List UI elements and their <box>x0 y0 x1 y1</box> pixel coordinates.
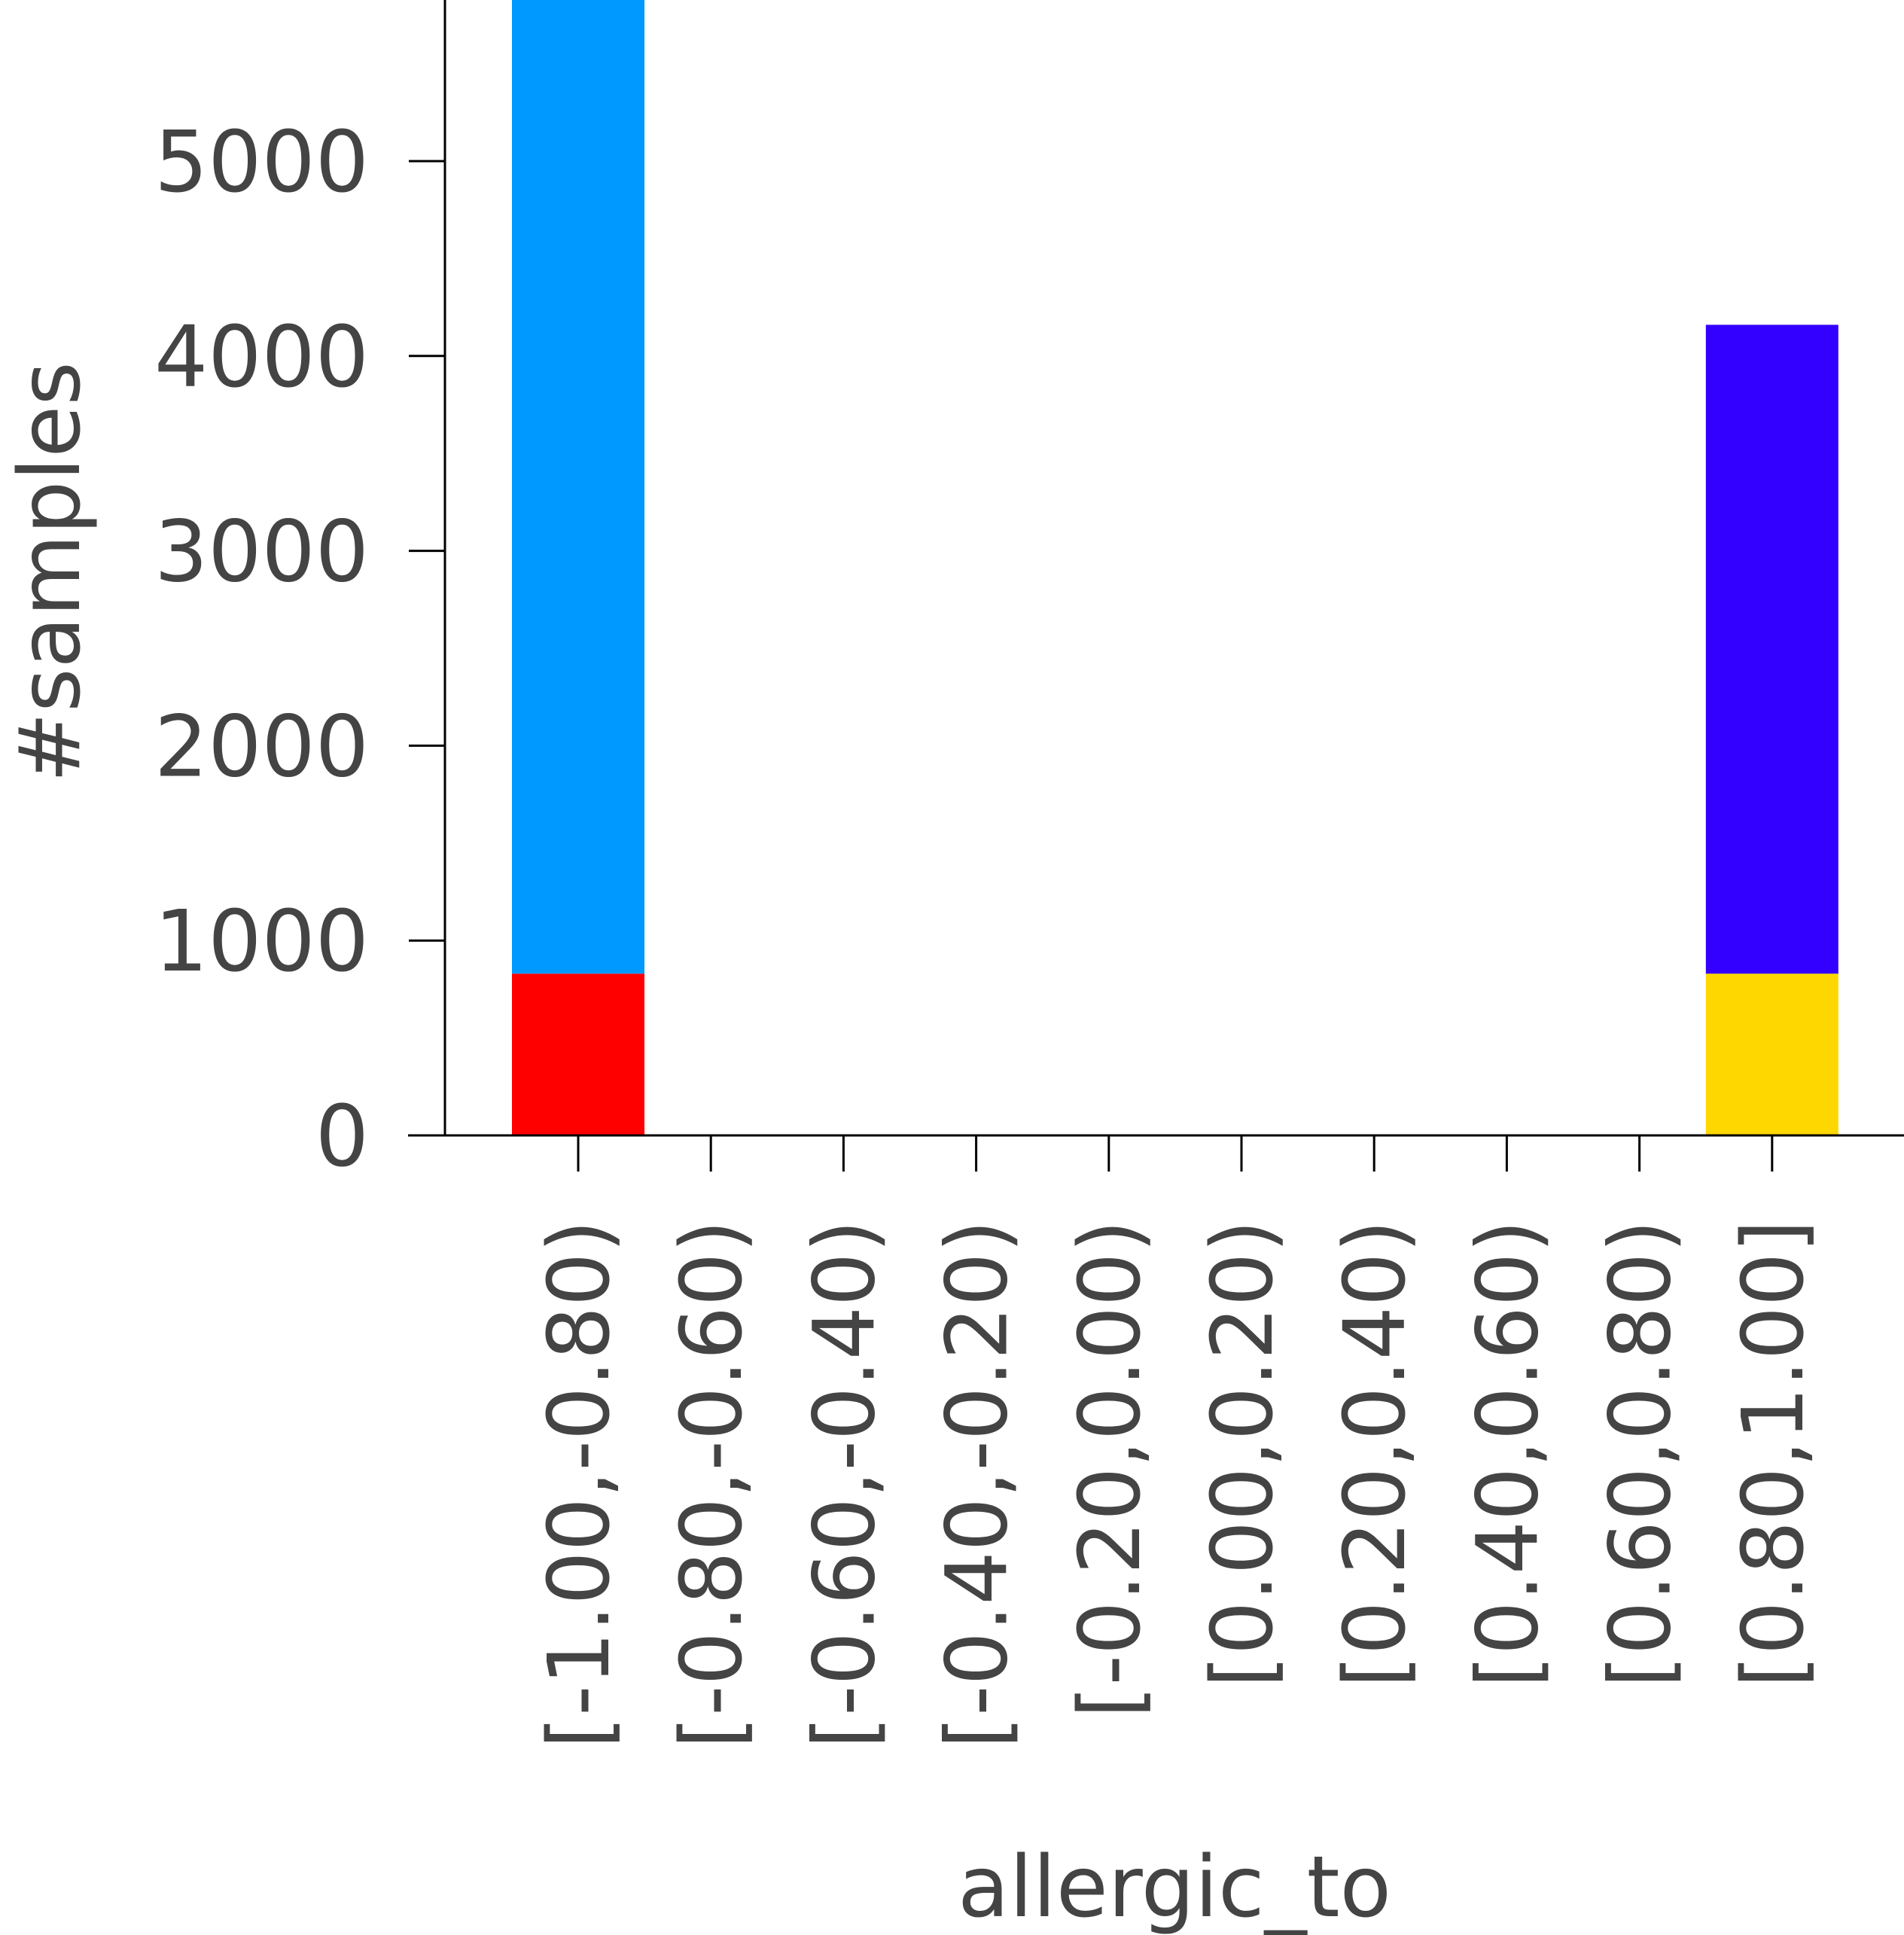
bar-segment-0-1 <box>512 0 644 974</box>
y-tick-label-3: 3000 <box>154 504 369 602</box>
y-tick-label-1: 1000 <box>154 893 369 991</box>
y-tick-label-0: 0 <box>315 1088 369 1186</box>
y-tick-label-5: 5000 <box>154 114 369 212</box>
x-tick-label-2: [-0.60,-0.40) <box>796 1220 894 1749</box>
bar-segment-9-1 <box>1705 325 1839 974</box>
x-tick-label-8: [0.60,0.80) <box>1592 1220 1690 1688</box>
x-tick-label-9: [0.80,1.00] <box>1725 1220 1823 1688</box>
x-tick-label-0: [-1.00,-0.80) <box>531 1220 629 1749</box>
bar-segment-9-0 <box>1705 974 1839 1135</box>
y-axis-label: #samples <box>2 361 99 782</box>
x-tick-label-3: [-0.40,-0.20) <box>929 1220 1027 1749</box>
y-tick-label-4: 4000 <box>154 309 369 407</box>
x-axis-label: allergic_to <box>958 1839 1391 1935</box>
x-tick-label-6: [0.20,0.40) <box>1327 1220 1424 1688</box>
x-tick-label-1: [-0.80,-0.60) <box>663 1220 761 1749</box>
y-axis-ticks: 0 1000 2000 3000 4000 5000 <box>154 114 445 1186</box>
x-axis-ticks: [-1.00,-0.80) [-0.80,-0.60) [-0.60,-0.40) [… <box>531 1135 1823 1749</box>
x-tick-label-5: [0.00,0.20) <box>1194 1220 1292 1688</box>
y-tick-label-2: 2000 <box>154 698 369 796</box>
x-tick-label-4: [-0.20,0.00) <box>1062 1220 1159 1718</box>
bar-segment-0-0 <box>512 974 644 1135</box>
bars <box>512 0 1839 1135</box>
x-tick-label-7: [0.40,0.60) <box>1459 1220 1557 1688</box>
